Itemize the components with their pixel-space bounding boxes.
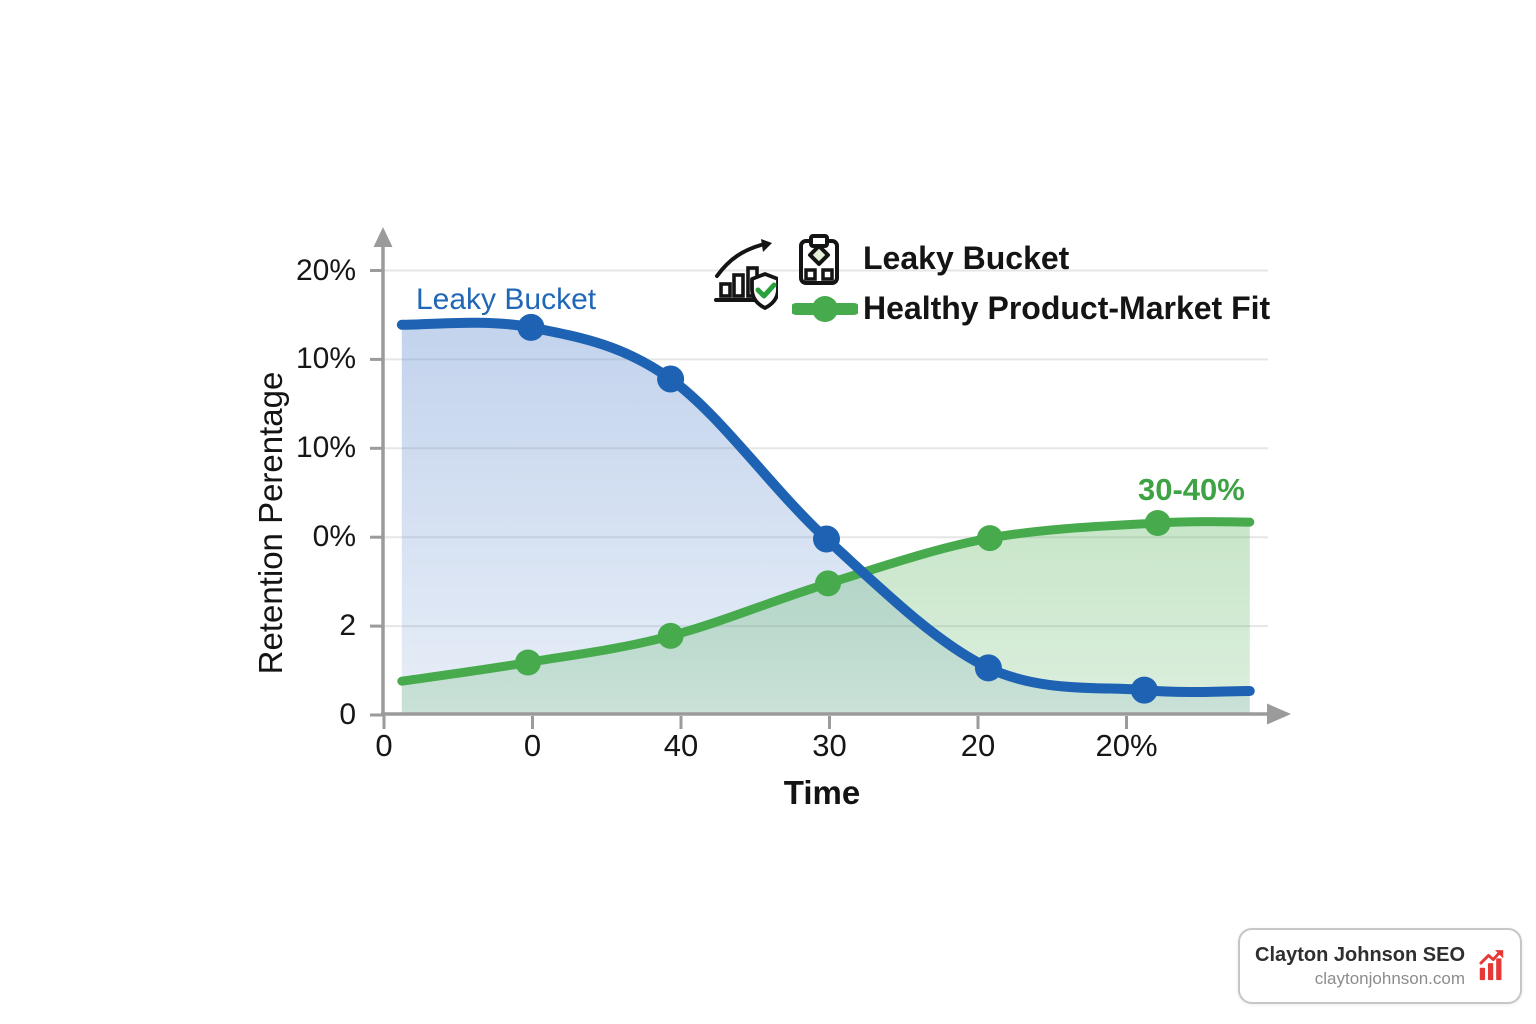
series-marker-1 [815, 570, 841, 597]
branding-title: Clayton Johnson SEO [1255, 943, 1466, 966]
x-tick-label: 0 [375, 728, 393, 763]
x-tick-label: 30 [812, 728, 847, 763]
y-tick-label: 0% [312, 520, 356, 554]
x-tick-label: 20 [960, 728, 996, 763]
series-area-0 [401, 322, 1250, 713]
series-marker-1 [976, 525, 1003, 552]
series-marker-1 [1144, 510, 1171, 536]
series-marker-0 [813, 525, 840, 553]
green-target-label: 30-40% [1138, 472, 1245, 507]
x-tick-label: 40 [663, 728, 699, 763]
series-marker-1 [657, 622, 684, 649]
blue-curve-label: Leaky Bucket [416, 283, 597, 316]
branding-card: Clayton Johnson SEO claytonjohnson.com [1238, 928, 1522, 1004]
bucket-icon [799, 234, 839, 285]
green-line-marker-icon [792, 296, 858, 322]
series-marker-0 [657, 365, 685, 393]
y-tick-label: 10% [295, 342, 356, 376]
x-axis-arrow-icon [1267, 703, 1291, 725]
x-tick-label: 20% [1095, 728, 1158, 763]
red-rising-bars-icon [1479, 950, 1504, 981]
series-marker-1 [515, 649, 541, 676]
y-tick-label: 2 [339, 609, 356, 643]
y-tick-label: 0 [339, 698, 356, 731]
series-area-1 [401, 521, 1250, 713]
y-tick-label: 10% [295, 431, 356, 465]
y-axis-arrow-icon [373, 227, 393, 247]
x-tick-label: 0 [523, 728, 542, 763]
branding-url: claytonjohnson.com [1314, 968, 1466, 988]
x-axis-title: Time [783, 774, 861, 811]
series-marker-0 [974, 654, 1002, 682]
growth-chart-shield-icon [714, 239, 778, 310]
series-marker-0 [1130, 676, 1158, 704]
legend-label-leaky-bucket: Leaky Bucket [863, 240, 1070, 276]
chart-legend: Leaky Bucket Healthy Product-Market Fit [714, 228, 1294, 336]
legend-label-healthy-pmf: Healthy Product-Market Fit [863, 290, 1271, 326]
y-axis-title: Retention Perentage [252, 371, 289, 675]
series-marker-0 [517, 313, 545, 341]
y-tick-label: 20% [295, 253, 356, 287]
